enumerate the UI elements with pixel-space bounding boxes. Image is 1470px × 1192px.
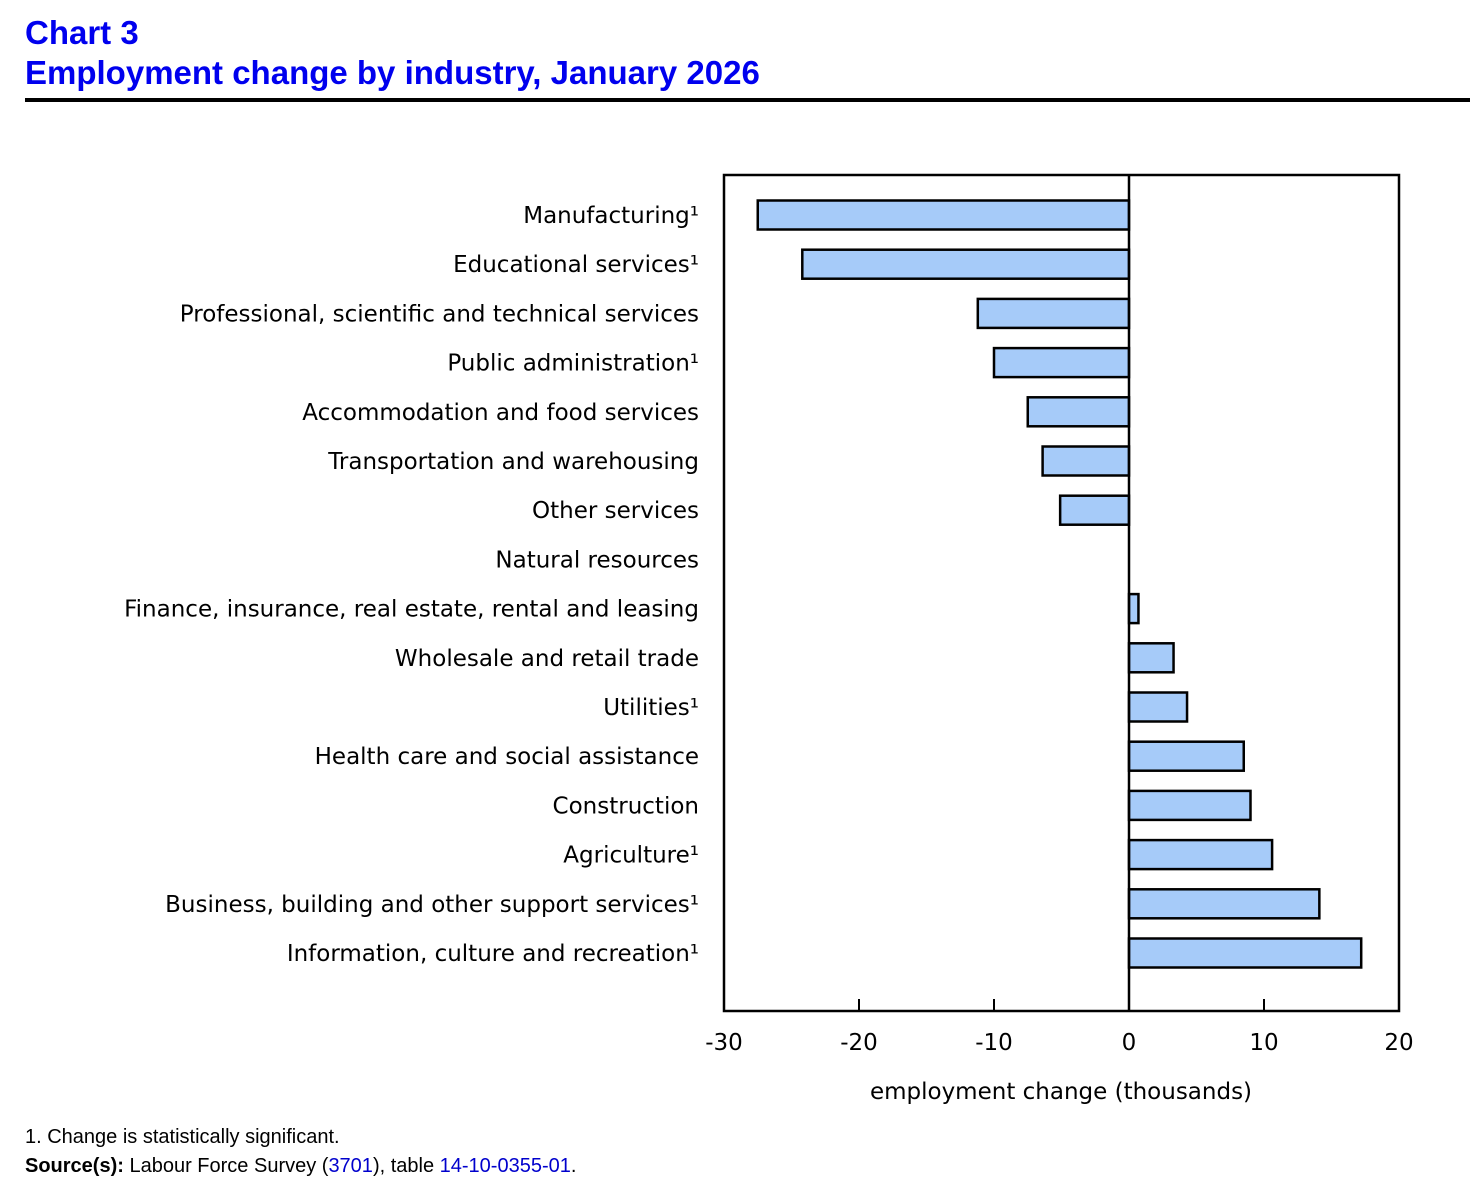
category-label: Health care and social assistance bbox=[315, 744, 699, 770]
category-label: Public administration¹ bbox=[447, 351, 699, 377]
bar bbox=[1127, 592, 1140, 625]
category-label: Construction bbox=[553, 793, 699, 819]
table-link[interactable]: 14-10-0355-01 bbox=[439, 1155, 571, 1177]
category-label: Agriculture¹ bbox=[563, 843, 699, 869]
bar bbox=[1127, 740, 1245, 772]
category-label: Professional, scientific and technical s… bbox=[180, 301, 699, 327]
x-tick-label: 20 bbox=[1384, 1030, 1413, 1056]
x-axis: -30 -20 -10 0 10 20 bbox=[705, 173, 1414, 1056]
x-tick-label: -30 bbox=[705, 1030, 743, 1056]
chart-number: Chart 3 bbox=[25, 14, 139, 51]
category-labels: Manufacturing¹ Educational services¹ Profe… bbox=[124, 203, 699, 967]
category-label: Other services bbox=[532, 498, 699, 524]
category-label: Natural resources bbox=[495, 547, 699, 573]
x-tick-label: 0 bbox=[1122, 1030, 1137, 1056]
category-label: Utilities¹ bbox=[603, 695, 699, 721]
source-text: Labour Force Survey ( bbox=[123, 1155, 329, 1177]
category-label: Manufacturing¹ bbox=[523, 203, 699, 229]
source-text: . bbox=[570, 1155, 577, 1177]
bar bbox=[1127, 838, 1274, 871]
x-tick-label: 10 bbox=[1249, 1030, 1278, 1056]
plot-frame bbox=[722, 173, 1401, 1013]
bar bbox=[1058, 494, 1131, 526]
bar bbox=[1127, 888, 1321, 920]
category-label: Transportation and warehousing bbox=[327, 449, 699, 475]
category-label: Information, culture and recreation¹ bbox=[287, 941, 699, 967]
bar bbox=[1026, 396, 1131, 428]
footnote-significance: 1. Change is statistically significant. bbox=[25, 1126, 340, 1148]
category-label: Finance, insurance, real estate, rental … bbox=[124, 597, 699, 623]
bar bbox=[1127, 642, 1175, 674]
x-tick-label: -10 bbox=[975, 1030, 1013, 1056]
category-label: Wholesale and retail trade bbox=[395, 646, 699, 672]
category-label: Accommodation and food services bbox=[302, 400, 699, 426]
bar bbox=[992, 346, 1131, 379]
bar bbox=[1127, 691, 1189, 723]
bar bbox=[1127, 789, 1252, 822]
survey-link[interactable]: 3701 bbox=[328, 1155, 373, 1177]
bar bbox=[801, 248, 1131, 280]
category-label: Business, building and other support ser… bbox=[165, 892, 699, 918]
bar bbox=[1041, 445, 1131, 477]
chart-title: Employment change by industry, January 2… bbox=[25, 54, 760, 91]
x-axis-title: employment change (thousands) bbox=[870, 1079, 1252, 1105]
bar bbox=[756, 199, 1131, 231]
source-label: Source(s): bbox=[25, 1155, 124, 1177]
x-tick-label: -20 bbox=[840, 1030, 878, 1056]
bars-layer bbox=[756, 199, 1363, 969]
bar-chart: Manufacturing¹ Educational services¹ Profe… bbox=[124, 173, 1414, 1105]
bar bbox=[976, 297, 1131, 330]
bar bbox=[1127, 937, 1363, 969]
category-label: Educational services¹ bbox=[453, 252, 699, 278]
title-divider bbox=[25, 98, 1470, 102]
source-line: Source(s): Labour Force Survey (3701), t… bbox=[25, 1155, 576, 1178]
source-text: ), table bbox=[372, 1155, 440, 1177]
